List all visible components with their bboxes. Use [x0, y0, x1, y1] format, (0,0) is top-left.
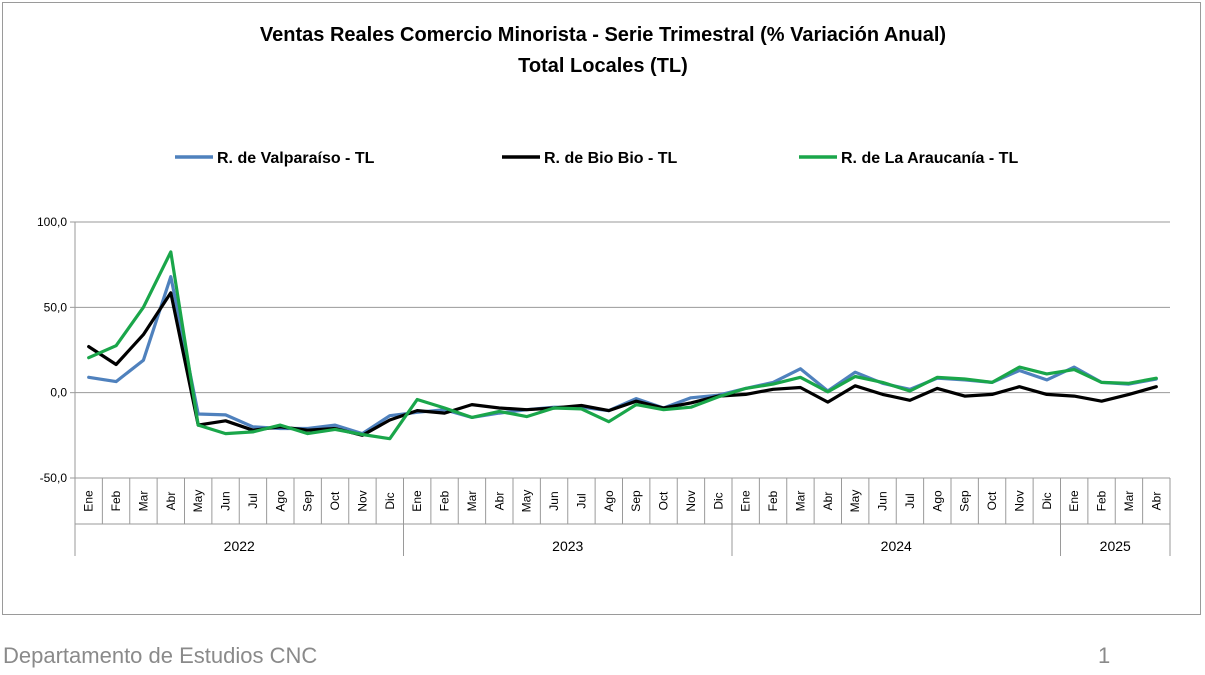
chart-frame: Ventas Reales Comercio Minorista - Serie… — [2, 2, 1201, 615]
x-tick-label: Ene — [82, 490, 96, 512]
x-tick-label: Sep — [301, 490, 315, 512]
legend-label: R. de La Araucanía - TL — [841, 150, 1018, 167]
x-tick-label: Feb — [109, 490, 123, 511]
x-tick-label: Ene — [1067, 490, 1081, 512]
x-tick-label: Sep — [629, 490, 643, 512]
chart-title: Ventas Reales Comercio Minorista - Serie… — [260, 24, 946, 46]
legend: R. de Valparaíso - TL R. de Bio Bio - TL R… — [175, 150, 1018, 167]
footer-department: Departamento de Estudios CNC — [3, 643, 318, 668]
x-tick-label: Jul — [246, 493, 260, 508]
series-line-r-de-valpara-so-tl — [87, 275, 1158, 436]
x-tick-label: Abr — [821, 492, 835, 511]
x-tick-label: Mar — [465, 491, 479, 512]
x-tick-label: Feb — [1095, 490, 1109, 511]
legend-label: R. de Valparaíso - TL — [217, 150, 375, 167]
x-tick-label: Feb — [438, 490, 452, 511]
year-label: 2025 — [1100, 538, 1131, 554]
legend-label: R. de Bio Bio - TL — [544, 150, 678, 167]
x-tick-label: Nov — [684, 490, 698, 511]
y-tick-label: 0,0 — [50, 386, 67, 400]
page-number: 1 — [1098, 643, 1111, 668]
x-tick-label: Dic — [383, 492, 397, 509]
chart-subtitle: Total Locales (TL) — [518, 55, 688, 77]
x-tick-label: Abr — [492, 492, 506, 511]
x-tick-label: Dic — [711, 492, 725, 509]
chart: Ventas Reales Comercio Minorista - Serie… — [37, 24, 1171, 556]
x-tick-label: May — [848, 490, 862, 513]
x-tick-label: Dic — [1040, 492, 1054, 509]
x-tick-label: Jun — [219, 491, 233, 510]
y-axis: 100,0 50,0 0,0 -50,0 — [37, 215, 76, 485]
x-axis: Ene Feb Mar Abr May Jun Jul Ago Sep Oct Nov Dic Ene F… — [74, 478, 1171, 556]
x-tick-label: May — [520, 490, 534, 513]
series-line-r-de-la-araucan-a-tl — [87, 250, 1158, 441]
x-tick-label: Oct — [657, 491, 671, 510]
x-tick-label: Nov — [1012, 490, 1026, 511]
year-label: 2024 — [881, 538, 912, 554]
x-tick-label: Jun — [876, 491, 890, 510]
y-tick-label: 50,0 — [44, 300, 68, 314]
x-tick-label: May — [191, 490, 205, 513]
x-tick-label: Sep — [958, 490, 972, 512]
x-tick-label: Mar — [136, 491, 150, 512]
x-tick-label: Oct — [328, 491, 342, 510]
x-tick-label: Mar — [1122, 491, 1136, 512]
year-label: 2022 — [224, 538, 255, 554]
x-tick-label: Ago — [273, 490, 287, 512]
year-label: 2023 — [552, 538, 583, 554]
x-tick-label: Oct — [985, 491, 999, 510]
x-tick-label: Ago — [930, 490, 944, 512]
x-tick-label: Mar — [793, 491, 807, 512]
x-tick-label: Abr — [164, 492, 178, 511]
x-tick-label: Jul — [903, 493, 917, 508]
x-tick-label: Ene — [410, 490, 424, 512]
y-tick-label: -50,0 — [40, 471, 68, 485]
x-tick-label: Jun — [547, 491, 561, 510]
x-tick-label: Abr — [1149, 492, 1163, 511]
x-tick-label: Nov — [355, 490, 369, 511]
x-tick-label: Ago — [602, 490, 616, 512]
x-tick-label: Jul — [574, 493, 588, 508]
series-lines — [87, 250, 1158, 441]
x-tick-label: Ene — [739, 490, 753, 512]
x-tick-label: Feb — [766, 490, 780, 511]
grid — [75, 221, 1170, 479]
y-tick-label: 100,0 — [37, 215, 67, 229]
